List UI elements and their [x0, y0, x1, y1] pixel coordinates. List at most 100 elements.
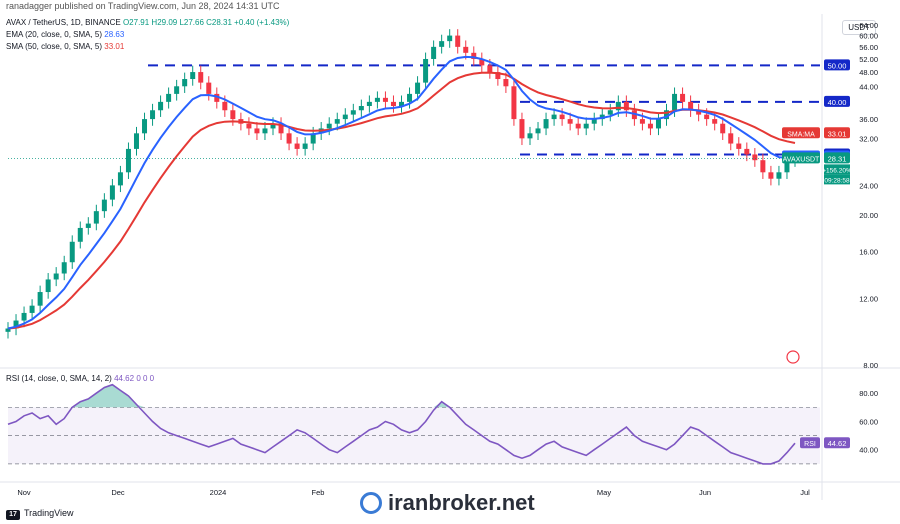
candle-body: [479, 58, 485, 66]
rsi-tick-label: 40.00: [859, 446, 878, 455]
candle-body: [230, 110, 236, 120]
price-tick-label: 12.00: [859, 295, 878, 304]
time-tick-label: 2024: [210, 488, 227, 497]
candle-body: [390, 101, 396, 107]
price-extra-tag: [824, 174, 850, 185]
candle-body: [463, 46, 469, 53]
candle-body: [382, 97, 388, 102]
candle-body: [567, 119, 573, 124]
candle-body: [784, 160, 790, 173]
ema-20-line: [7, 55, 796, 330]
tradingview-footer[interactable]: 17 TradingView: [6, 508, 74, 520]
watermark-text: iranbroker.net: [388, 490, 535, 515]
candle-body: [21, 312, 27, 321]
publisher-note: ranadagger published on TradingView.com,…: [6, 1, 280, 11]
candle-body: [358, 106, 364, 111]
candle-body: [728, 133, 734, 144]
candle-body: [310, 133, 316, 144]
price-tick-label: 36.00: [859, 115, 878, 124]
candle-body: [455, 35, 461, 47]
symbol-legend[interactable]: AVAX / TetherUS, 1D, BINANCE O27.91 H29.…: [6, 18, 289, 27]
rsi-value-tag: [824, 437, 850, 449]
price-tick-label: 60.00: [859, 32, 878, 41]
candle-body: [607, 110, 613, 115]
candle-body: [342, 114, 348, 120]
price-tick-label: 64.00: [859, 21, 878, 30]
symbol-name[interactable]: AVAX / TetherUS, 1D, BINANCE: [6, 18, 121, 27]
candle-body: [158, 101, 164, 111]
candle-body: [117, 172, 123, 186]
candle-body: [591, 119, 597, 124]
candle-body: [423, 58, 429, 83]
candle-body: [599, 114, 605, 120]
candle-body: [166, 93, 172, 102]
footer-brand: TradingView: [24, 508, 74, 518]
candle-body: [615, 101, 621, 111]
currency-selector[interactable]: USDT: [842, 20, 876, 35]
candle-body: [639, 119, 645, 124]
candle-body: [511, 86, 517, 120]
candle-body: [262, 128, 268, 134]
time-tick-label: May: [597, 488, 611, 497]
price-tick-label: 8.00: [863, 361, 878, 370]
candle-body: [101, 199, 107, 212]
price-tick-label: 24.00: [859, 181, 878, 190]
rsi-overbought-fill: [8, 384, 795, 408]
candle-body: [543, 119, 549, 129]
rsi-name-tag: [800, 437, 820, 449]
candle-body: [142, 119, 148, 134]
chart-header: ranadagger published on TradingView.com,…: [0, 0, 900, 14]
candle-body: [551, 114, 557, 120]
rsi-legend[interactable]: RSI (14, close, 0, SMA, 14, 2) 44.62 0 0…: [6, 374, 154, 383]
candle-body: [302, 143, 308, 149]
candle-body: [125, 148, 131, 173]
sma-50-line: [7, 71, 796, 330]
candle-body: [53, 273, 59, 280]
price-tick-label: 52.00: [859, 55, 878, 64]
ema-legend-value: 28.63: [104, 30, 125, 39]
rsi-name-tag-text: RSI: [804, 441, 816, 448]
candle-body: [77, 227, 83, 242]
tradingview-logo-icon: 17: [6, 510, 20, 520]
candle-body: [334, 119, 340, 124]
indicator-value-tag: [824, 127, 850, 139]
price-tick-label: 32.00: [859, 134, 878, 143]
candle-body: [415, 82, 421, 94]
candle-body: [647, 123, 653, 129]
candle-body: [527, 133, 533, 139]
candle-body: [712, 119, 718, 124]
candle-body: [720, 123, 726, 134]
candle-body: [688, 101, 694, 111]
watermark: iranbroker.net: [360, 490, 535, 516]
candle-body: [760, 160, 766, 173]
rsi-line: [7, 383, 796, 465]
price-tick-label: 20.00: [859, 211, 878, 220]
sma-legend-value: 33.01: [104, 42, 125, 51]
candle-body: [487, 65, 493, 73]
ema-legend[interactable]: EMA (20, close, 0, SMA, 5) 28.63: [6, 30, 124, 39]
candle-body: [326, 123, 332, 129]
candle-body: [583, 123, 589, 129]
candle-body: [206, 82, 212, 94]
sma-legend[interactable]: SMA (50, close, 0, SMA, 5) 33.01: [6, 42, 124, 51]
candle-body: [174, 86, 180, 94]
candle-body: [664, 110, 670, 120]
candle-body: [744, 148, 750, 155]
candle-body: [752, 154, 758, 161]
rsi-tick-label: 60.00: [859, 417, 878, 426]
candle-body: [704, 114, 710, 120]
candle-body: [350, 110, 356, 115]
candle-body: [407, 93, 413, 102]
candle-body: [447, 35, 453, 42]
level-price-tag-text: 40.00: [828, 98, 847, 107]
candle-body: [214, 93, 220, 102]
candle-body: [45, 279, 51, 293]
candle-body: [278, 123, 284, 134]
rsi-legend-extra: 0 0 0: [136, 374, 155, 383]
candle-body: [495, 72, 501, 80]
time-tick-label: Jun: [699, 488, 711, 497]
indicator-name-tag: [782, 152, 820, 164]
ohlc-values: O27.91 H29.09 L27.66 C28.31 +0.40 (+1.43…: [122, 18, 290, 27]
iranbroker-logo-icon: [360, 492, 382, 514]
